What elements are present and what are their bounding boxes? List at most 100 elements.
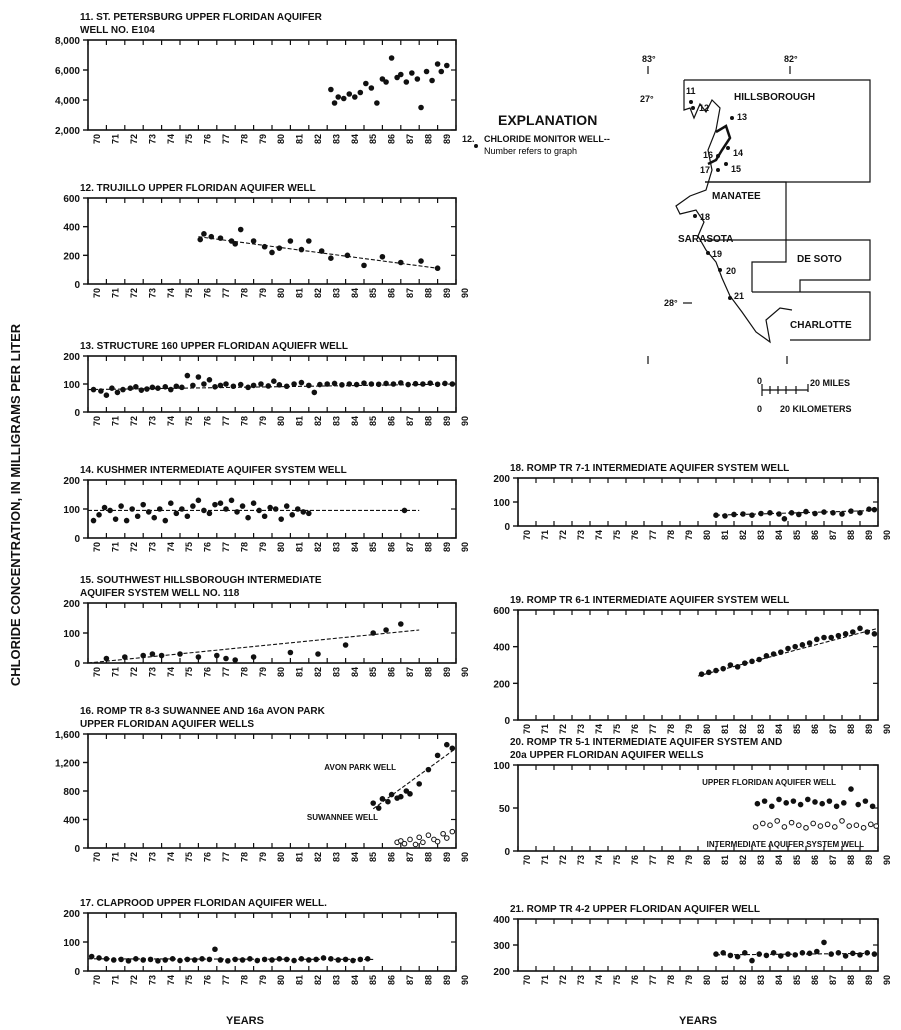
x-tick-label: 89 <box>864 724 874 734</box>
data-point <box>294 506 301 512</box>
data-point <box>173 510 180 517</box>
data-point <box>103 956 110 962</box>
data-point <box>760 820 766 827</box>
data-point <box>232 956 238 963</box>
x-tick-label: 75 <box>184 542 194 552</box>
data-point <box>841 800 847 806</box>
data-point <box>871 951 878 957</box>
chart-subtitle: 20a UPPER FLORIDAN AQUIFER WELLS <box>510 750 704 761</box>
data-point <box>420 381 426 387</box>
x-tick-label: 76 <box>203 134 213 144</box>
x-tick-label: 72 <box>558 975 568 985</box>
chart-18: 18. ROMP TR 7-1 INTERMEDIATE AQUIFER SYS… <box>493 463 892 540</box>
data-point <box>272 506 279 512</box>
x-tick-label: 72 <box>129 416 139 426</box>
data-point <box>731 511 737 518</box>
chart-13: 13. STRUCTURE 160 UPPER FLORIDAN AQUIEFR… <box>63 341 470 426</box>
x-tick-label: 74 <box>166 542 176 552</box>
chart-title: 14. KUSHMER INTERMEDIATE AQUIFER SYSTEM … <box>80 465 347 476</box>
x-tick-label: 81 <box>720 975 730 985</box>
x-tick-label: 86 <box>387 134 397 144</box>
data-point <box>756 951 763 957</box>
x-tick-label: 72 <box>558 855 568 865</box>
x-tick-label: 89 <box>442 542 452 552</box>
charlotte-outline <box>752 291 871 341</box>
data-point <box>830 510 836 516</box>
data-point <box>799 642 806 648</box>
annotation: UPPER FLORIDAN AQUIFER WELL <box>702 778 836 787</box>
x-tick-label: 70 <box>522 530 532 540</box>
data-point <box>184 372 191 379</box>
data-point <box>398 838 404 844</box>
chart-title: 16. ROMP TR 8-3 SUWANNEE AND 16a AVON PA… <box>80 706 326 717</box>
data-point <box>444 62 450 69</box>
data-point <box>846 823 853 829</box>
x-tick-label: 79 <box>258 416 268 426</box>
x-tick-label: 73 <box>147 975 157 985</box>
x-tick-label: 83 <box>756 855 766 865</box>
x-tick-label: 84 <box>774 724 784 734</box>
data-point <box>247 956 253 962</box>
data-point <box>375 381 382 388</box>
data-point <box>379 253 386 260</box>
x-tick-label: 84 <box>350 975 360 985</box>
x-tick-label: 84 <box>350 852 360 862</box>
x-tick-label: 77 <box>648 855 658 865</box>
data-point <box>810 820 817 827</box>
chart-19: 19. ROMP TR 6-1 INTERMEDIATE AQUIFER SYS… <box>493 595 892 734</box>
data-point <box>346 381 353 387</box>
x-tick-label: 74 <box>166 667 176 677</box>
data-point <box>434 838 441 845</box>
y-tick-label: 50 <box>499 804 511 815</box>
data-point <box>162 384 169 390</box>
data-point <box>767 510 773 516</box>
data-point <box>140 957 146 963</box>
data-point <box>390 381 397 387</box>
x-tick-label: 90 <box>460 416 470 426</box>
chart-subtitle: AQUIFER SYSTEM WELL NO. 118 <box>80 588 240 599</box>
x-tick-label: 76 <box>630 724 640 734</box>
x-tick-label: 73 <box>576 975 586 985</box>
data-point <box>149 651 156 657</box>
x-tick-label: 82 <box>313 288 323 298</box>
map-lat-27: 27° <box>640 94 654 104</box>
x-tick-label: 77 <box>221 416 231 426</box>
scale-zero-km: 0 <box>757 404 762 414</box>
data-point <box>195 654 202 660</box>
data-point <box>107 507 113 514</box>
x-tick-label: 79 <box>684 975 694 985</box>
data-point <box>758 510 764 517</box>
data-point <box>398 380 404 386</box>
x-tick-label: 73 <box>147 416 157 426</box>
data-point <box>212 501 218 508</box>
chart-11: 11. ST. PETERSBURG UPPER FLORIDAN AQUIFE… <box>55 12 457 144</box>
x-tick-label: 71 <box>111 288 121 298</box>
map: 83° 82° 27° 28° HILLSBOROUGH MANATEE SAR… <box>640 54 871 414</box>
x-tick-label: 89 <box>442 288 452 298</box>
data-point <box>398 71 404 78</box>
data-point <box>812 799 818 805</box>
y-tick-label: 100 <box>63 505 80 516</box>
data-point <box>803 824 809 831</box>
x-tick-label: 87 <box>828 855 838 865</box>
data-point <box>271 378 277 385</box>
data-point <box>806 640 813 646</box>
x-tick-label: 90 <box>460 667 470 677</box>
plot-frame <box>517 477 879 527</box>
x-tick-label: 80 <box>276 975 286 985</box>
data-point <box>819 800 826 807</box>
county-manatee: MANATEE <box>712 191 761 202</box>
x-tick-label: 87 <box>828 975 838 985</box>
x-tick-label: 76 <box>203 667 213 677</box>
data-point <box>151 514 158 521</box>
data-point <box>195 497 202 504</box>
x-tick-label: 75 <box>184 134 194 144</box>
data-point <box>298 956 305 962</box>
x-tick-label: 87 <box>828 724 838 734</box>
data-point <box>857 625 863 632</box>
data-point <box>118 956 124 963</box>
county-charlotte: CHARLOTTE <box>790 320 852 331</box>
x-tick-label: 76 <box>203 975 213 985</box>
x-tick-label: 90 <box>460 852 470 862</box>
data-point <box>245 384 251 391</box>
